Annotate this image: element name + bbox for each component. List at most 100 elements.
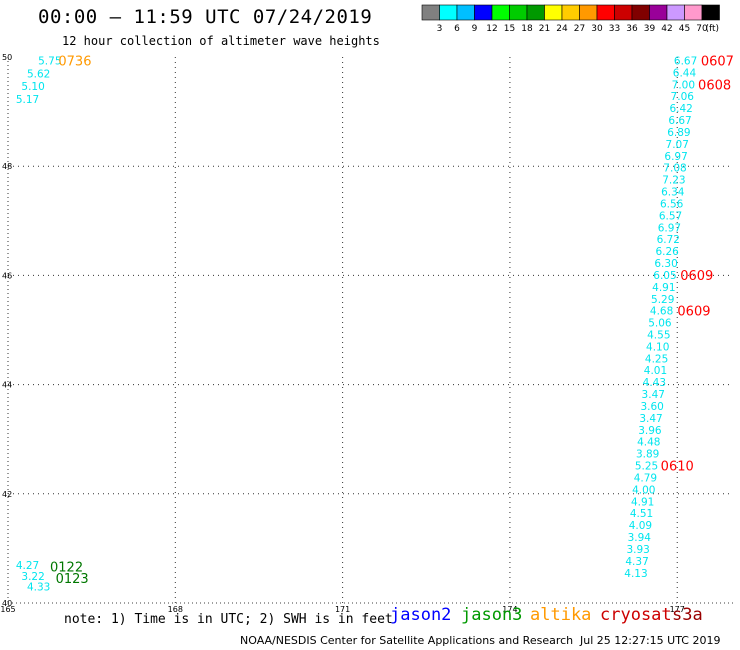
wave-height-value: 6.44 (673, 67, 697, 79)
colorbar-swatch (456, 4, 475, 21)
wave-height-value: 4.25 (645, 353, 668, 365)
y-tick-label: 40 (2, 599, 12, 608)
wave-height-value: 5.75 (38, 55, 61, 67)
colorbar-swatch (649, 4, 668, 21)
pass-time-label: 0609 (680, 269, 713, 284)
colorbar-label: 9 (472, 24, 478, 34)
wave-height-value: 6.97 (664, 151, 687, 163)
wave-height-value: 5.62 (27, 68, 50, 80)
wave-height-value: 4.48 (637, 436, 660, 448)
colorbar-swatch (684, 4, 703, 21)
wave-height-points: 5.755.625.105.176.676.447.007.066.426.67… (16, 55, 697, 593)
y-tick-label: 42 (2, 490, 12, 499)
wave-height-value: 4.27 (16, 560, 39, 572)
pass-time-label: 0736 (58, 54, 91, 69)
wave-height-value: 4.33 (27, 582, 50, 594)
wave-height-value: 5.25 (635, 460, 658, 472)
pass-time-label: 0123 (56, 572, 89, 587)
wave-height-value: 4.55 (647, 329, 670, 341)
wave-height-value: 4.37 (625, 556, 648, 568)
wave-height-value: 4.00 (632, 484, 655, 496)
map-axes: 165 168 171 174 177 40 42 44 46 48 50 (0, 53, 733, 614)
wave-height-value: 6.05 (653, 270, 676, 282)
pass-time-label: 0610 (661, 459, 694, 474)
wave-height-value: 6.89 (667, 127, 690, 139)
colorbar-label: 70 (696, 24, 708, 34)
colorbar-label: 6 (454, 24, 460, 34)
wave-height-value: 6.56 (660, 198, 684, 210)
colorbar-label: 24 (556, 24, 568, 34)
generated-timestamp: Jul 25 12:27:15 UTC 2019 (580, 634, 721, 647)
wave-height-value: 4.13 (624, 568, 647, 580)
wave-height-value: 5.06 (648, 317, 672, 329)
wave-height-value: 7.07 (666, 139, 689, 151)
wave-height-value: 6.42 (669, 103, 692, 115)
x-tick-label: 174 (502, 605, 517, 614)
wave-height-value: 6.67 (674, 55, 697, 67)
wave-height-value: 4.91 (652, 282, 675, 294)
wave-height-value: 3.89 (636, 448, 659, 460)
colorbar-label: 42 (661, 24, 672, 34)
wave-height-value: 3.94 (628, 532, 652, 544)
wave-height-value: 6.57 (659, 210, 682, 222)
colorbar-label: 3 (437, 24, 443, 34)
wave-height-value: 3.47 (642, 389, 665, 401)
wave-height-value: 4.68 (650, 305, 673, 317)
wave-height-value: 7.00 (672, 79, 695, 91)
satellite-s3a: s3a (672, 605, 703, 625)
satellite-altika: altika (530, 605, 592, 625)
wave-height-value: 4.91 (631, 496, 654, 508)
wave-height-value: 4.10 (646, 341, 669, 353)
chart-subtitle: 12 hour collection of altimeter wave hei… (62, 34, 380, 48)
colorbar-swatch (544, 4, 563, 21)
wave-height-value: 4.79 (634, 472, 657, 484)
colorbar-label: 33 (609, 24, 620, 34)
x-tick-label: 177 (670, 605, 685, 614)
wave-height-value: 4.09 (629, 520, 652, 532)
y-tick-label: 44 (2, 381, 12, 390)
pass-time-label: 0608 (698, 78, 731, 93)
satellite-jason3: jason3 (461, 605, 523, 625)
wave-height-value: 7.08 (663, 162, 686, 174)
wave-height-value: 4.43 (643, 377, 666, 389)
colorbar-swatch (614, 4, 633, 21)
wave-height-value: 3.60 (640, 401, 663, 413)
wave-height-value: 5.10 (21, 81, 44, 93)
wave-height-value: 3.22 (21, 571, 44, 583)
credit-line: NOAA/NESDIS Center for Satellite Applica… (240, 634, 574, 647)
wave-height-value: 6.26 (655, 246, 679, 258)
colorbar-label: 30 (591, 24, 603, 34)
colorbar-swatch (596, 4, 615, 21)
wave-height-value: 6.97 (658, 222, 681, 234)
wave-height-value: 4.01 (644, 365, 667, 377)
pass-time-label: 0609 (677, 304, 710, 319)
colorbar-swatch (474, 4, 493, 21)
wave-height-value: 6.72 (657, 234, 680, 246)
colorbar-swatch (509, 4, 528, 21)
pass-time-label: 0122 (50, 560, 83, 575)
wave-height-value: 6.34 (661, 186, 685, 198)
colorbar-label: 18 (521, 24, 533, 34)
y-tick-label: 50 (2, 53, 12, 62)
chart-title: 00:00 – 11:59 UTC 07/24/2019 (38, 6, 373, 28)
units-note: note: 1) Time is in UTC; 2) SWH is in fe… (64, 612, 393, 627)
wave-height-value: 3.93 (626, 544, 649, 556)
wave-height-value: 3.47 (639, 413, 662, 425)
colorbar-swatch (561, 4, 580, 21)
colorbar-label: 27 (574, 24, 585, 34)
wave-height-value: 4.51 (630, 508, 653, 520)
wave-height-value: 3.96 (638, 425, 662, 437)
colorbar-swatch (666, 4, 685, 21)
colorbar-label: 12 (486, 24, 497, 34)
colorbar-label: 39 (644, 24, 656, 34)
pass-time-label: 0607 (701, 54, 734, 69)
wave-height-value: 7.23 (662, 174, 685, 186)
x-tick-label: 171 (335, 605, 350, 614)
colorbar-swatch (631, 4, 650, 21)
wave-height-value: 6.30 (654, 258, 677, 270)
wave-height-value: 6.67 (668, 115, 691, 127)
wave-height-value: 5.29 (651, 294, 674, 306)
colorbar-label: 45 (679, 24, 690, 34)
